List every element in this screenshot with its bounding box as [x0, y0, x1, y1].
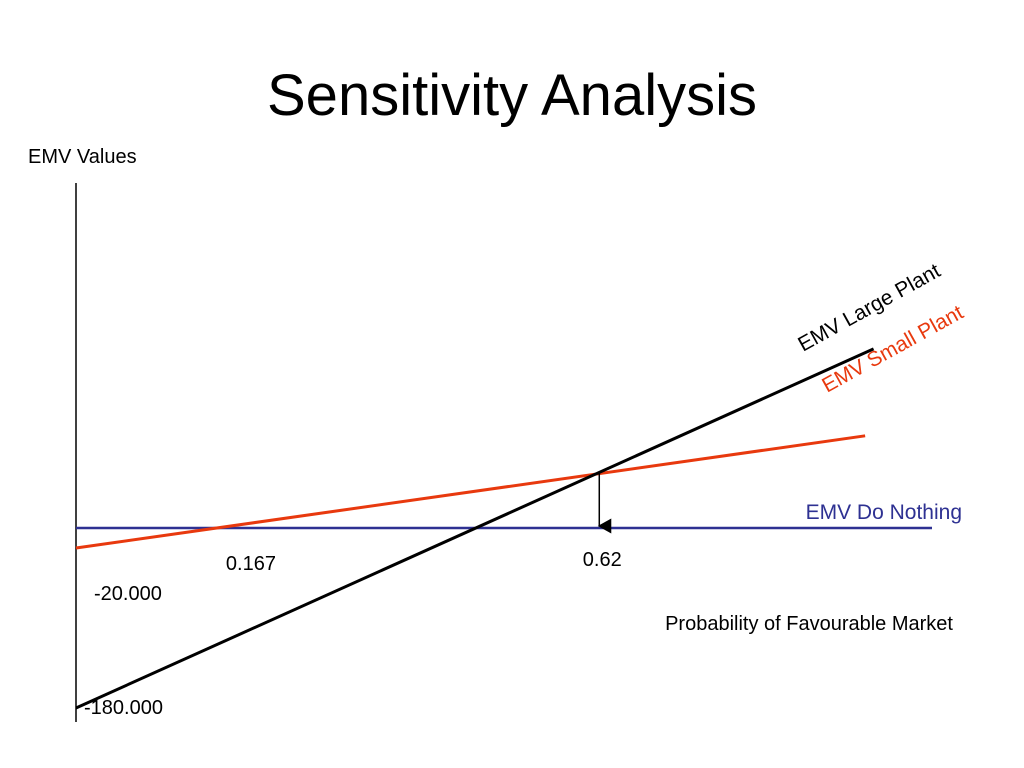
- annotation-0-167: 0.167: [226, 553, 276, 575]
- annotation-small-intercept: -20.000: [94, 583, 162, 605]
- series-line-small-plant: [75, 434, 866, 550]
- series-line-large-plant: [75, 347, 875, 710]
- slide-title: Sensitivity Analysis: [267, 63, 757, 128]
- annotation-0-62: 0.62: [583, 549, 622, 571]
- annotation-large-intercept: -180.000: [84, 697, 163, 719]
- x-axis-label: Probability of Favourable Market: [665, 613, 953, 635]
- y-axis-label: EMV Values: [28, 146, 137, 168]
- series-label-do-nothing: EMV Do Nothing: [806, 501, 962, 524]
